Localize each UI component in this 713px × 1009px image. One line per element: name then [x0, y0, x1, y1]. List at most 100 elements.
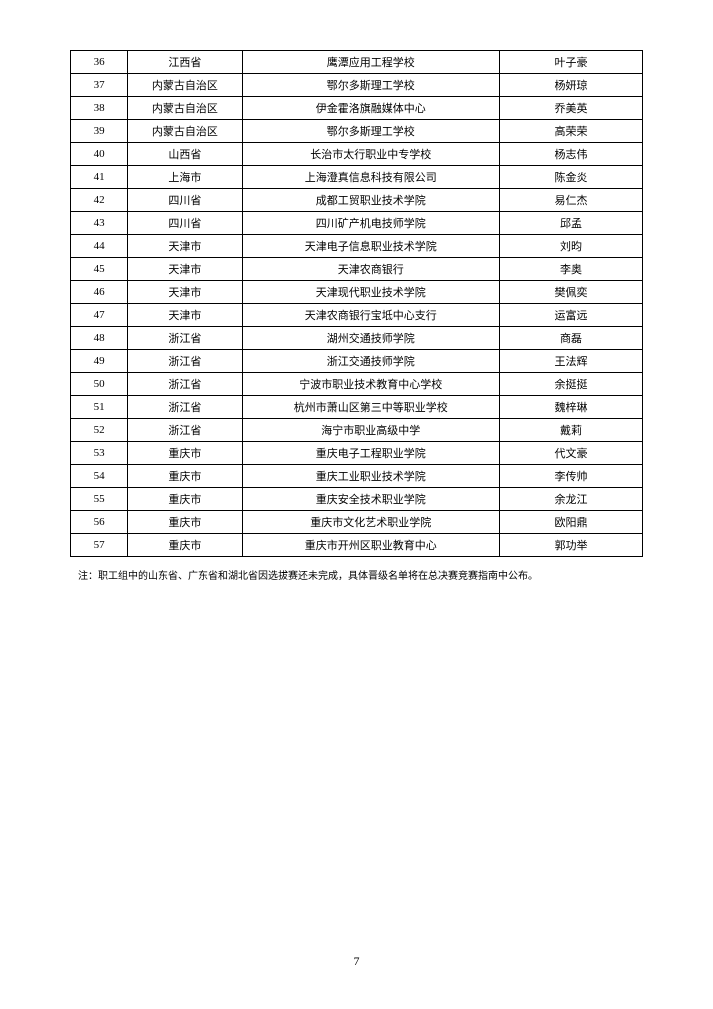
footnote: 注：职工组中的山东省、广东省和湖北省因选拔赛还未完成，具体晋级名单将在总决赛竞赛… — [70, 569, 643, 584]
cell-name: 易仁杰 — [499, 189, 642, 212]
cell-num: 55 — [71, 488, 128, 511]
table-row: 41 上海市 上海澄真信息科技有限公司 陈金炎 — [71, 166, 643, 189]
cell-school: 杭州市萧山区第三中等职业学校 — [242, 396, 499, 419]
cell-school: 重庆市文化艺术职业学院 — [242, 511, 499, 534]
cell-name: 魏梓琳 — [499, 396, 642, 419]
table-row: 51 浙江省 杭州市萧山区第三中等职业学校 魏梓琳 — [71, 396, 643, 419]
cell-province: 江西省 — [128, 51, 242, 74]
table-row: 46 天津市 天津现代职业技术学院 樊佩奕 — [71, 281, 643, 304]
table-row: 42 四川省 成都工贸职业技术学院 易仁杰 — [71, 189, 643, 212]
cell-name: 邱孟 — [499, 212, 642, 235]
cell-school: 伊金霍洛旗融媒体中心 — [242, 97, 499, 120]
cell-school: 鹰潭应用工程学校 — [242, 51, 499, 74]
cell-province: 天津市 — [128, 258, 242, 281]
cell-num: 45 — [71, 258, 128, 281]
cell-num: 37 — [71, 74, 128, 97]
cell-name: 郭功举 — [499, 534, 642, 557]
cell-school: 浙江交通技师学院 — [242, 350, 499, 373]
cell-province: 上海市 — [128, 166, 242, 189]
table-row: 36 江西省 鹰潭应用工程学校 叶子豪 — [71, 51, 643, 74]
cell-name: 李传帅 — [499, 465, 642, 488]
table-row: 56 重庆市 重庆市文化艺术职业学院 欧阳鼎 — [71, 511, 643, 534]
cell-province: 重庆市 — [128, 534, 242, 557]
cell-school: 重庆工业职业技术学院 — [242, 465, 499, 488]
cell-num: 56 — [71, 511, 128, 534]
cell-name: 戴莉 — [499, 419, 642, 442]
table-row: 57 重庆市 重庆市开州区职业教育中心 郭功举 — [71, 534, 643, 557]
cell-name: 王法辉 — [499, 350, 642, 373]
document-page: 36 江西省 鹰潭应用工程学校 叶子豪 37 内蒙古自治区 鄂尔多斯理工学校 杨… — [0, 0, 713, 1009]
cell-name: 高荣荣 — [499, 120, 642, 143]
cell-school: 天津农商银行宝坻中心支行 — [242, 304, 499, 327]
cell-school: 天津电子信息职业技术学院 — [242, 235, 499, 258]
table-body: 36 江西省 鹰潭应用工程学校 叶子豪 37 内蒙古自治区 鄂尔多斯理工学校 杨… — [71, 51, 643, 557]
cell-name: 樊佩奕 — [499, 281, 642, 304]
cell-province: 浙江省 — [128, 396, 242, 419]
cell-name: 杨志伟 — [499, 143, 642, 166]
cell-num: 44 — [71, 235, 128, 258]
cell-province: 内蒙古自治区 — [128, 97, 242, 120]
cell-province: 天津市 — [128, 235, 242, 258]
cell-num: 57 — [71, 534, 128, 557]
cell-school: 海宁市职业高级中学 — [242, 419, 499, 442]
table-row: 39 内蒙古自治区 鄂尔多斯理工学校 高荣荣 — [71, 120, 643, 143]
table-row: 45 天津市 天津农商银行 李奥 — [71, 258, 643, 281]
table-row: 43 四川省 四川矿产机电技师学院 邱孟 — [71, 212, 643, 235]
cell-school: 湖州交通技师学院 — [242, 327, 499, 350]
table-row: 44 天津市 天津电子信息职业技术学院 刘昀 — [71, 235, 643, 258]
cell-name: 余挺挺 — [499, 373, 642, 396]
cell-num: 49 — [71, 350, 128, 373]
cell-name: 李奥 — [499, 258, 642, 281]
cell-name: 乔美英 — [499, 97, 642, 120]
cell-num: 43 — [71, 212, 128, 235]
data-table: 36 江西省 鹰潭应用工程学校 叶子豪 37 内蒙古自治区 鄂尔多斯理工学校 杨… — [70, 50, 643, 557]
cell-num: 50 — [71, 373, 128, 396]
cell-name: 叶子豪 — [499, 51, 642, 74]
cell-school: 四川矿产机电技师学院 — [242, 212, 499, 235]
cell-num: 41 — [71, 166, 128, 189]
cell-num: 40 — [71, 143, 128, 166]
cell-school: 鄂尔多斯理工学校 — [242, 120, 499, 143]
page-number: 7 — [354, 954, 360, 969]
cell-school: 天津现代职业技术学院 — [242, 281, 499, 304]
cell-province: 浙江省 — [128, 419, 242, 442]
cell-num: 54 — [71, 465, 128, 488]
cell-num: 36 — [71, 51, 128, 74]
table-row: 47 天津市 天津农商银行宝坻中心支行 运富远 — [71, 304, 643, 327]
cell-school: 重庆电子工程职业学院 — [242, 442, 499, 465]
table-row: 37 内蒙古自治区 鄂尔多斯理工学校 杨妍琼 — [71, 74, 643, 97]
table-row: 52 浙江省 海宁市职业高级中学 戴莉 — [71, 419, 643, 442]
cell-name: 刘昀 — [499, 235, 642, 258]
cell-name: 运富远 — [499, 304, 642, 327]
table-row: 50 浙江省 宁波市职业技术教育中心学校 余挺挺 — [71, 373, 643, 396]
cell-province: 重庆市 — [128, 465, 242, 488]
cell-name: 商磊 — [499, 327, 642, 350]
cell-province: 重庆市 — [128, 442, 242, 465]
cell-province: 重庆市 — [128, 488, 242, 511]
cell-school: 重庆市开州区职业教育中心 — [242, 534, 499, 557]
cell-name: 杨妍琼 — [499, 74, 642, 97]
cell-province: 天津市 — [128, 304, 242, 327]
cell-num: 38 — [71, 97, 128, 120]
cell-province: 浙江省 — [128, 327, 242, 350]
cell-num: 48 — [71, 327, 128, 350]
cell-school: 宁波市职业技术教育中心学校 — [242, 373, 499, 396]
cell-name: 欧阳鼎 — [499, 511, 642, 534]
cell-school: 重庆安全技术职业学院 — [242, 488, 499, 511]
cell-num: 46 — [71, 281, 128, 304]
cell-province: 山西省 — [128, 143, 242, 166]
cell-province: 内蒙古自治区 — [128, 120, 242, 143]
cell-province: 浙江省 — [128, 373, 242, 396]
cell-province: 四川省 — [128, 212, 242, 235]
cell-name: 陈金炎 — [499, 166, 642, 189]
table-row: 48 浙江省 湖州交通技师学院 商磊 — [71, 327, 643, 350]
cell-num: 42 — [71, 189, 128, 212]
table-row: 40 山西省 长治市太行职业中专学校 杨志伟 — [71, 143, 643, 166]
cell-name: 代文豪 — [499, 442, 642, 465]
cell-school: 天津农商银行 — [242, 258, 499, 281]
cell-school: 鄂尔多斯理工学校 — [242, 74, 499, 97]
cell-num: 53 — [71, 442, 128, 465]
cell-province: 内蒙古自治区 — [128, 74, 242, 97]
table-row: 49 浙江省 浙江交通技师学院 王法辉 — [71, 350, 643, 373]
cell-num: 39 — [71, 120, 128, 143]
